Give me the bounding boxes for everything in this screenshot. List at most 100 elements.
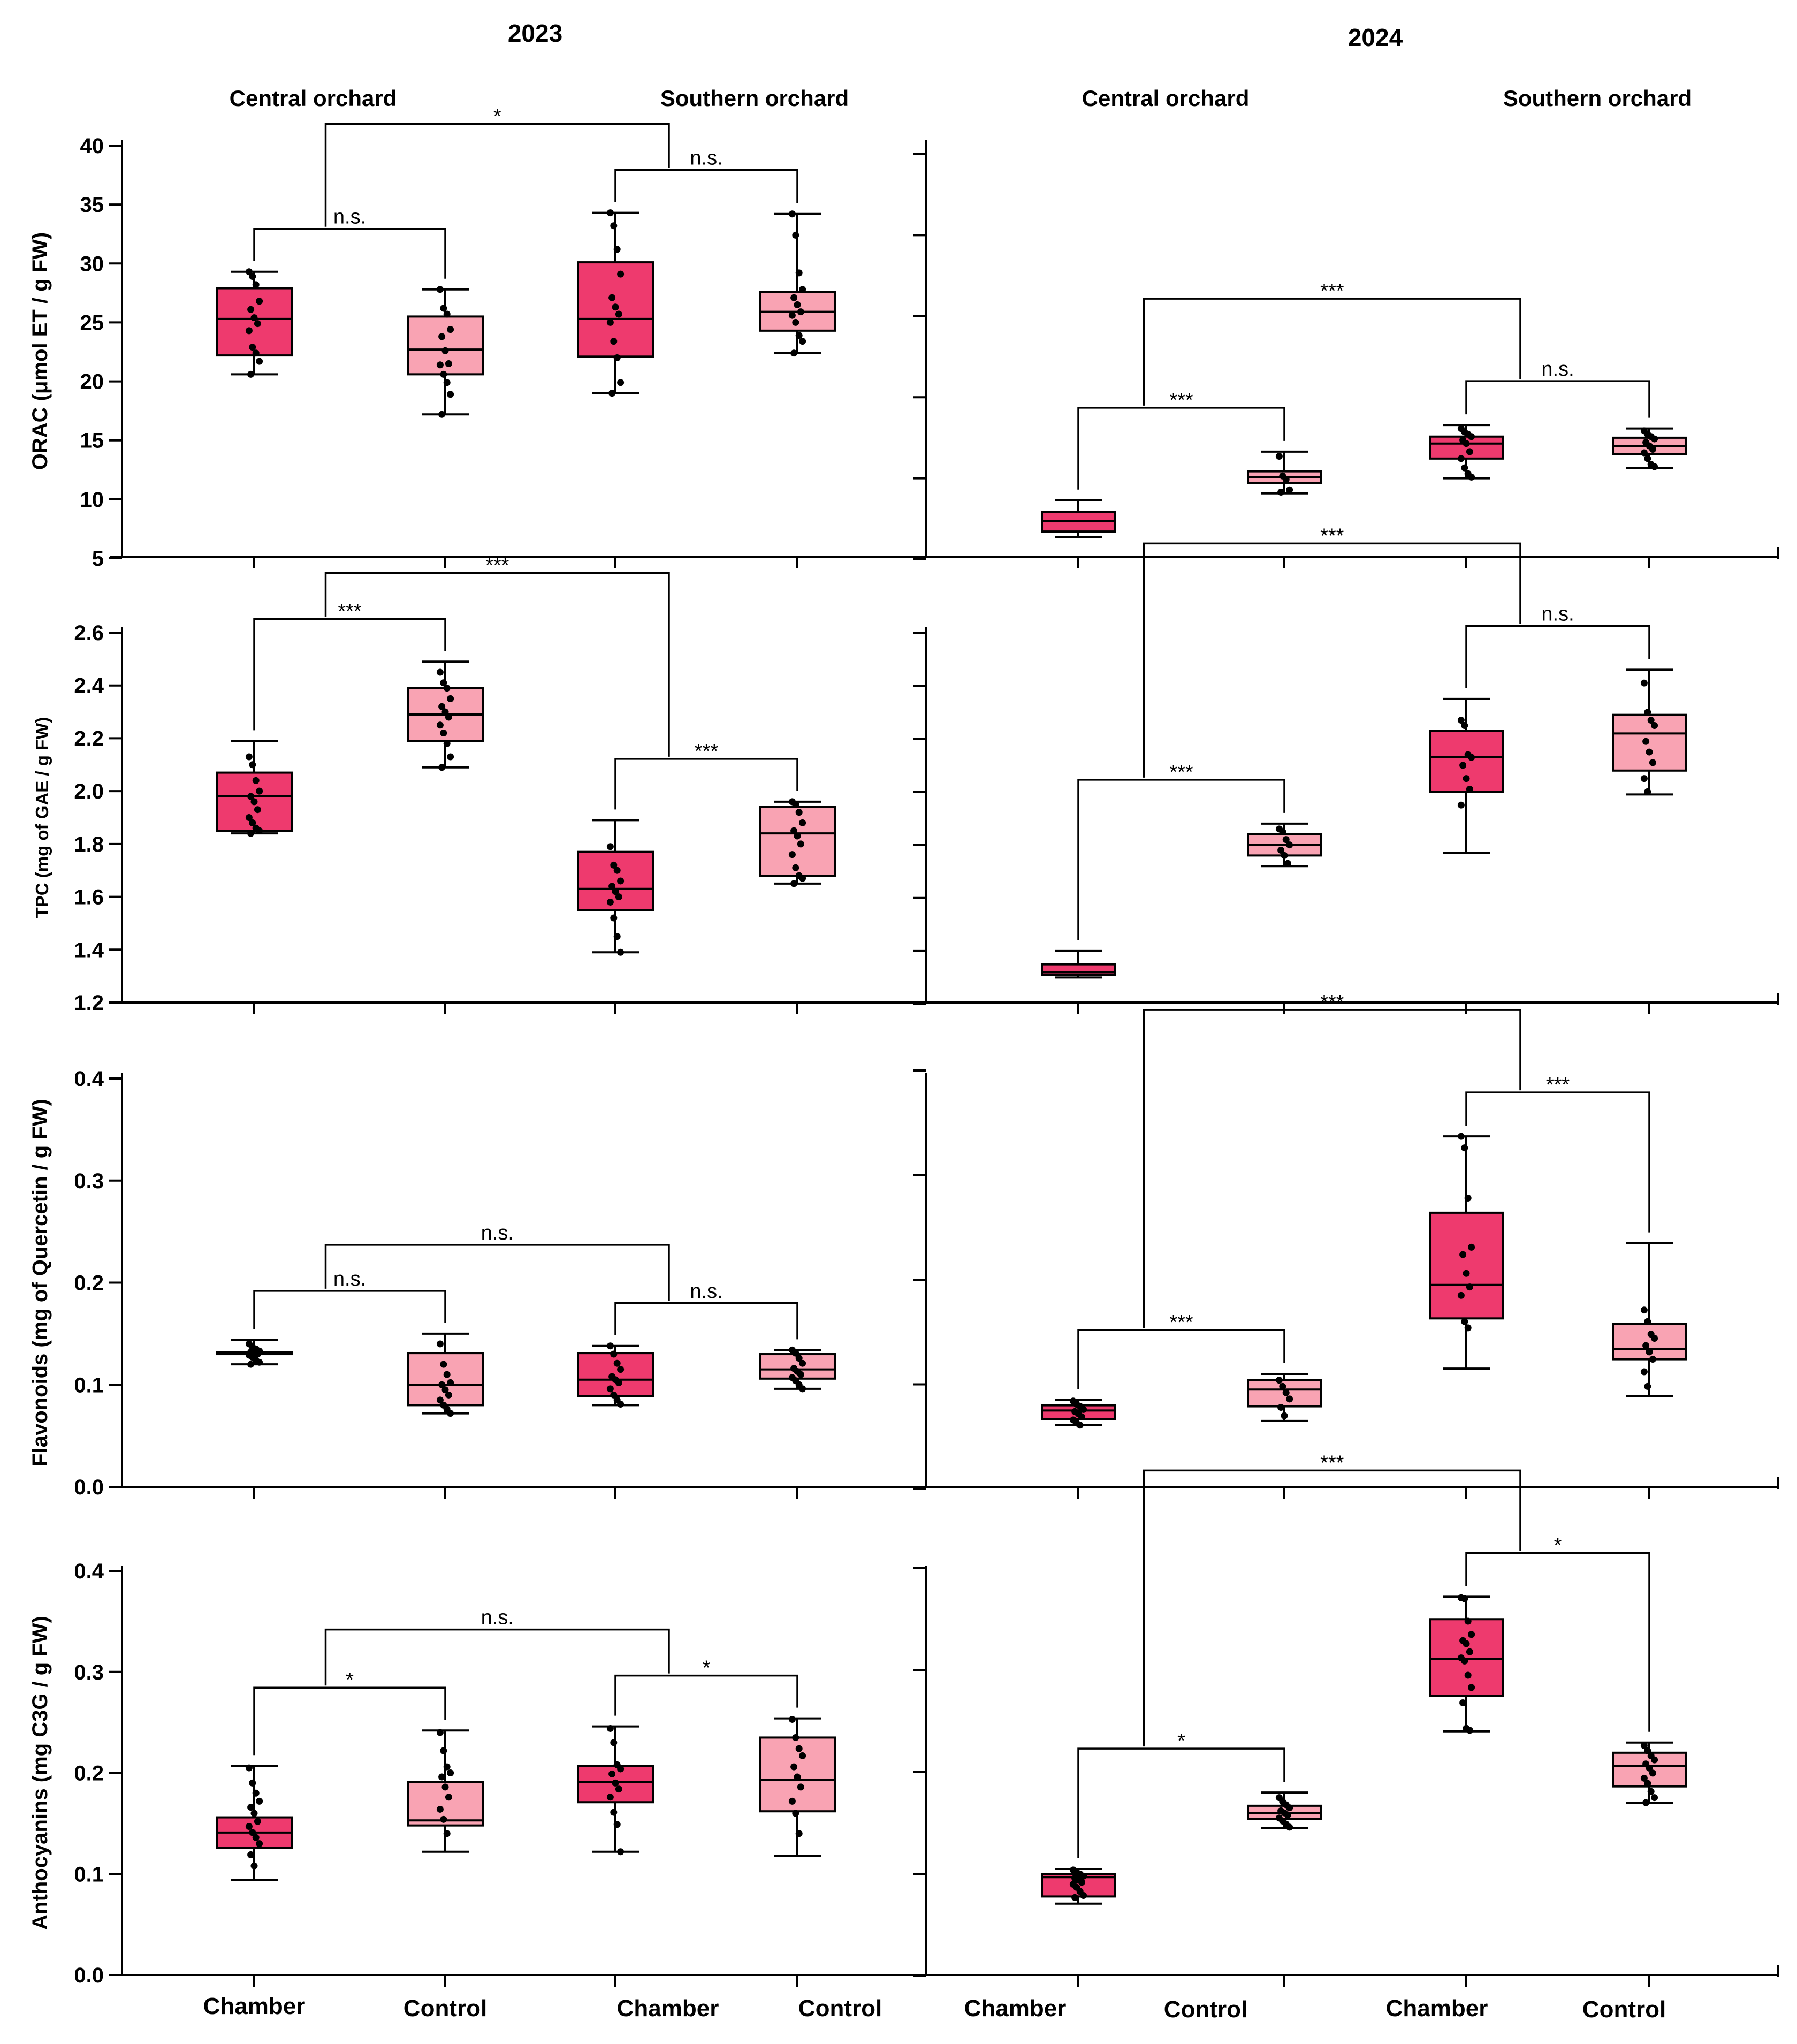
data-point xyxy=(799,1385,806,1393)
panel-8-2024: ***** xyxy=(899,1452,1779,1987)
data-point xyxy=(443,740,451,747)
significance-label: *** xyxy=(1320,991,1344,1014)
significance-bracket: * xyxy=(1465,1534,1650,1732)
data-point xyxy=(247,793,255,800)
y-tick-label: 40 xyxy=(80,134,104,158)
data-point xyxy=(799,819,806,826)
data-point xyxy=(1463,775,1470,782)
bracket-line xyxy=(1143,1469,1521,1747)
significance-label: *** xyxy=(1169,389,1193,412)
data-point xyxy=(438,703,446,710)
data-point xyxy=(1071,1894,1079,1901)
y-tick-label: 0.3 xyxy=(74,1169,104,1193)
iqr-box xyxy=(1612,713,1687,772)
data-point xyxy=(610,914,618,922)
data-point xyxy=(438,764,446,771)
significance-label: *** xyxy=(1320,525,1344,547)
bracket-line xyxy=(1077,1329,1285,1389)
header-southern-2023: Southern orchard xyxy=(660,86,849,111)
data-point xyxy=(436,668,444,676)
data-point xyxy=(1459,762,1467,769)
significance-label: n.s. xyxy=(690,1280,722,1303)
data-point xyxy=(788,1715,796,1723)
y-tick-label: 2.6 xyxy=(74,621,104,645)
data-point xyxy=(1080,1872,1087,1880)
data-point xyxy=(247,1851,255,1858)
data-point xyxy=(1457,801,1465,809)
data-point xyxy=(617,379,625,386)
data-point xyxy=(1468,433,1475,440)
data-point xyxy=(447,1769,454,1776)
data-point xyxy=(792,318,799,326)
box-control-central xyxy=(1247,822,1322,868)
box-control-southern xyxy=(759,1715,836,1857)
y-tick-label: 35 xyxy=(80,193,104,217)
data-point xyxy=(1080,1892,1087,1899)
data-point xyxy=(617,948,625,956)
data-point xyxy=(610,1809,618,1816)
data-point xyxy=(443,310,451,318)
data-point xyxy=(436,1340,444,1348)
data-point xyxy=(794,1773,801,1781)
data-point xyxy=(1651,722,1658,729)
y-tick-label: 0.0 xyxy=(74,1476,104,1499)
data-point xyxy=(799,286,806,293)
data-point xyxy=(1457,1133,1465,1140)
data-point xyxy=(1640,1368,1648,1376)
data-point xyxy=(610,222,618,230)
data-point xyxy=(788,1797,796,1805)
data-point xyxy=(1457,455,1465,462)
x-label-control-southern-2024: Control xyxy=(1582,1996,1666,2023)
data-point xyxy=(249,1829,256,1836)
x-label-chamber-southern-2023: Chamber xyxy=(617,1995,719,2022)
data-point xyxy=(1646,748,1653,756)
data-point xyxy=(1468,1243,1475,1251)
panel-2-2024: *** n.s. *** xyxy=(899,140,1779,568)
y-tick-label: 30 xyxy=(80,252,104,276)
box-control-central xyxy=(1247,1791,1322,1831)
data-point xyxy=(1464,1617,1472,1625)
panels-layer: 5 10 15 20 25 30 35 40 ORAC (μmol ET / g FW) n.s.… xyxy=(28,105,1779,1987)
iqr-box xyxy=(407,315,484,376)
data-point xyxy=(615,893,622,901)
bracket-line xyxy=(1143,542,1521,778)
data-point xyxy=(247,830,255,837)
data-point xyxy=(1644,455,1651,462)
data-point xyxy=(1457,1291,1465,1299)
data-point xyxy=(256,1797,263,1805)
bracket-line xyxy=(614,1674,798,1716)
iqr-box xyxy=(1429,1211,1504,1320)
bracket-line xyxy=(1077,779,1285,940)
data-point xyxy=(1644,1780,1651,1787)
data-point xyxy=(617,877,625,885)
data-point xyxy=(250,798,258,806)
box-chamber-southern xyxy=(1429,697,1504,854)
data-point xyxy=(1080,1405,1087,1413)
data-point xyxy=(440,679,447,687)
data-point xyxy=(1651,1334,1658,1342)
data-point xyxy=(256,787,263,795)
significance-bracket: * xyxy=(614,1657,798,1716)
y-tick-label: 0.0 xyxy=(74,1964,104,1987)
x-label-chamber-southern-2024: Chamber xyxy=(1386,1995,1488,2022)
data-point xyxy=(1461,464,1468,472)
data-point xyxy=(615,1379,622,1386)
box-chamber-southern xyxy=(577,1724,654,1856)
data-point xyxy=(617,1366,625,1373)
data-point xyxy=(445,1794,452,1801)
data-point xyxy=(1464,1195,1472,1202)
significance-bracket: n.s. xyxy=(253,206,446,279)
bracket-line xyxy=(1465,1091,1650,1233)
data-point xyxy=(788,851,796,858)
data-point xyxy=(610,1350,618,1358)
data-point xyxy=(1275,1377,1283,1384)
data-point xyxy=(610,338,618,345)
y-tick-label: 1.2 xyxy=(74,991,104,1015)
significance-label: * xyxy=(493,105,501,128)
data-point xyxy=(1649,446,1656,453)
data-point xyxy=(1286,841,1293,849)
bracket-line xyxy=(1143,1009,1521,1328)
data-point xyxy=(445,713,452,721)
y-tick-label: 0.3 xyxy=(74,1661,104,1684)
data-point xyxy=(606,1342,614,1350)
